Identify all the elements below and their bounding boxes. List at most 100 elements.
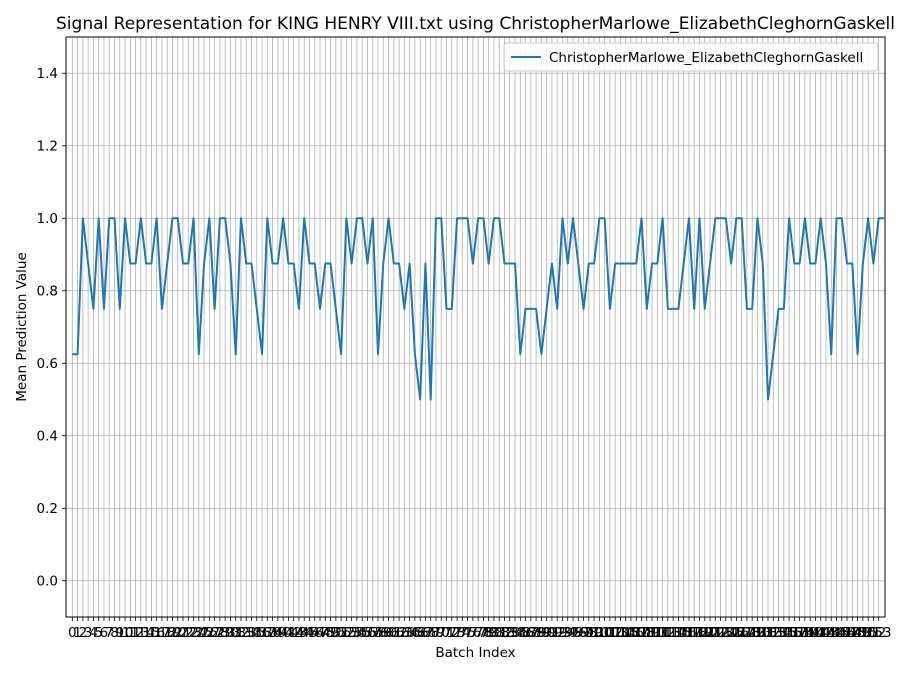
x-tick-label: 18 [159,625,176,641]
x-tick-label: 12 [127,625,144,641]
x-tick-label: 14 [138,625,155,641]
x-tick-label: 72 [443,625,460,641]
x-tick-label: 86 [517,625,534,641]
x-tick-label: 30 [222,625,239,641]
x-tick-label: 100 [586,625,612,641]
x-tick-label: 63 [396,625,413,641]
x-tick-label: 33 [238,625,255,641]
x-tick-label: 148 [839,625,865,641]
x-tick-label: 92 [549,625,566,641]
x-tick-label: 107 [623,625,649,641]
x-tick-label: 47 [311,625,328,641]
legend-entry-label: ChristopherMarlowe_ElizabethCleghornGask… [549,50,863,66]
x-tick-label: 68 [422,625,439,641]
x-tick-label: 98 [580,625,597,641]
x-tick-label: 91 [543,625,560,641]
x-tick-label: 62 [390,625,407,641]
x-tick-label: 26 [201,625,218,641]
x-tick-label: 113 [655,625,681,641]
x-tick-label: 88 [528,625,545,641]
x-tick-label: 48 [317,625,334,641]
x-tick-label: 4 [89,625,98,641]
x-tick-label: 133 [760,625,786,641]
x-tick-label: 2 [79,625,88,641]
x-tick-label: 11 [122,625,139,641]
x-tick-label: 5 [94,625,103,641]
x-tick-label: 10 [116,625,133,641]
x-tick-label: 38 [264,625,281,641]
x-tick-label: 116 [671,625,697,641]
x-tick-label: 114 [660,625,686,641]
x-tick-label: 25 [195,625,212,641]
x-tick-label: 137 [781,625,807,641]
x-tick-label: 9 [115,625,124,641]
x-tick-label: 74 [454,625,471,641]
x-tick-label: 135 [771,625,797,641]
y-tick-label: 0.0 [37,573,58,589]
x-tick-label: 93 [554,625,571,641]
x-tick-label: 24 [190,625,207,641]
x-tick-label: 128 [734,625,760,641]
x-tick-label: 34 [243,625,260,641]
x-tick-label: 55 [354,625,371,641]
x-tick-label: 131 [750,625,776,641]
x-tick-label: 60 [380,625,397,641]
x-axis-label: Batch Index [435,645,515,661]
grid-lines [66,37,885,617]
x-tick-label: 39 [269,625,286,641]
x-tick-label: 140 [797,625,823,641]
x-tick-label: 142 [808,625,834,641]
x-tick-label: 29 [217,625,234,641]
x-tick-label: 121 [697,625,723,641]
x-tick-label: 143 [813,625,839,641]
x-tick-label: 103 [602,625,628,641]
x-tick-label: 7 [105,625,114,641]
x-tick-label: 57 [364,625,381,641]
y-tick-label: 0.4 [37,428,58,444]
x-tick-label: 153 [866,625,892,641]
y-tick-label: 0.6 [37,356,58,372]
x-tick-label: 46 [306,625,323,641]
x-tick-label: 70 [433,625,450,641]
x-tick-label: 105 [613,625,639,641]
x-tick-label: 52 [338,625,355,641]
x-tick-label: 78 [475,625,492,641]
x-tick-label: 21 [174,625,191,641]
x-tick-label: 51 [333,625,350,641]
x-tick-label: 127 [729,625,755,641]
x-tick-label: 136 [776,625,802,641]
x-tick-label: 67 [417,625,434,641]
x-tick-label: 145 [824,625,850,641]
plot-frame [65,36,886,618]
chart-title: Signal Representation for KING HENRY VII… [56,14,895,34]
y-tick-label: 1.2 [37,138,58,154]
y-tick-label: 1.0 [37,211,58,227]
x-tick-label: 3 [84,625,93,641]
x-tick-label: 115 [666,625,692,641]
x-tick-label: 151 [855,625,881,641]
x-tick-label: 80 [485,625,502,641]
x-tick-label: 104 [608,625,634,641]
x-tick-label: 27 [206,625,223,641]
x-tick-label: 126 [723,625,749,641]
x-tick-label: 6 [100,625,109,641]
x-tick-label: 81 [491,625,508,641]
x-tick-label: 123 [708,625,734,641]
x-tick-label: 23 [185,625,202,641]
x-tick-label: 69 [427,625,444,641]
legend-box [503,42,879,72]
x-tick-label: 150 [850,625,876,641]
x-tick-label: 79 [480,625,497,641]
x-tick-label: 110 [639,625,665,641]
x-tick-label: 0 [68,625,77,641]
x-tick-label: 61 [385,625,402,641]
x-tick-label: 42 [285,625,302,641]
x-tick-label: 16 [148,625,165,641]
x-tick-label: 94 [559,625,576,641]
x-tick-label: 118 [681,625,707,641]
x-tick-label: 139 [792,625,818,641]
x-tick-label: 85 [512,625,529,641]
x-tick-label: 43 [290,625,307,641]
x-tick-label: 89 [533,625,550,641]
